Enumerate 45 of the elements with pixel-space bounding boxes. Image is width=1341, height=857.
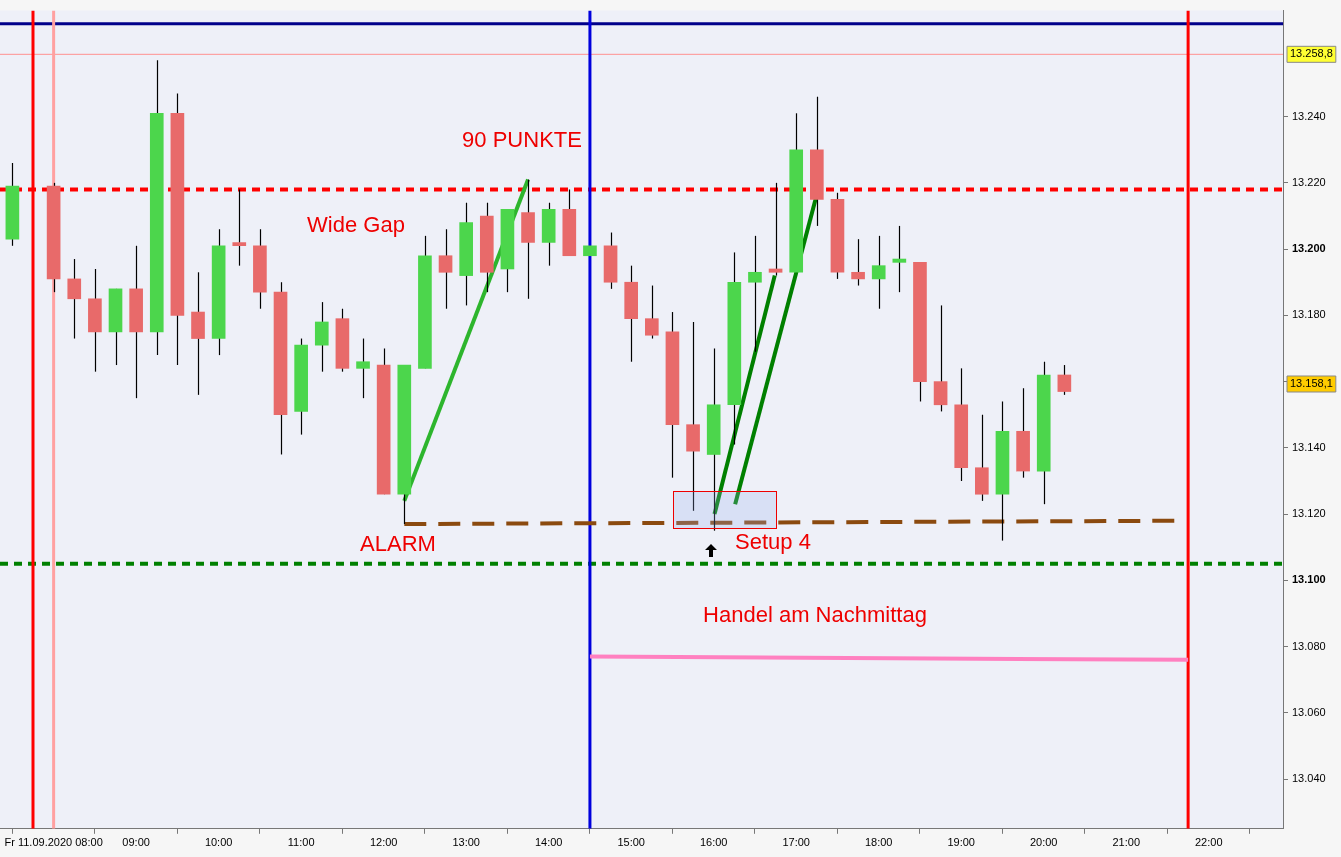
candlestick (748, 235, 762, 353)
candlestick (644, 284, 659, 340)
x-tick-label: 22:00 (1194, 836, 1223, 849)
candlestick (851, 238, 865, 287)
y-tick-label: 13.140 (1292, 440, 1326, 453)
y-tick-label: 13.040 (1292, 772, 1326, 785)
annotation: Setup 4 (735, 529, 811, 555)
annotation: Wide Gap (307, 212, 405, 238)
x-tick-label: 11:00 (287, 836, 315, 849)
candlestick (438, 228, 453, 310)
candlestick (892, 225, 907, 293)
ref-line-label: 13.258,8 (1290, 47, 1333, 60)
candlestick (933, 304, 948, 413)
annotation: Handel am Nachmittag (703, 602, 927, 628)
x-tick-label: 21:00 (1112, 836, 1140, 849)
x-tick-label: 19:00 (947, 836, 975, 849)
text: 13.158,1 (1290, 377, 1333, 390)
candlestick (67, 258, 82, 340)
y-tick-label: 13.060 (1292, 705, 1326, 718)
y-tick-label: 13.240 (1292, 109, 1326, 122)
x-tick-label: 16:00 (699, 836, 728, 849)
x-tick-label: 12:00 (369, 836, 398, 849)
x-tick-label: 20:00 (1029, 836, 1058, 849)
candlestick (232, 188, 247, 267)
candlestick (768, 182, 783, 277)
x-tick-label: 18:00 (864, 836, 893, 849)
y-tick-label: 13.120 (1292, 507, 1326, 520)
candlestick (314, 301, 329, 373)
candlestick (1057, 364, 1072, 396)
annotation: ALARM (360, 531, 436, 557)
x-tick-label: Fr 11.09.2020 08:00 (4, 836, 103, 849)
y-tick-label: 13.080 (1292, 639, 1326, 652)
candlestick (871, 235, 886, 310)
x-tick-label: 13:00 (452, 836, 480, 849)
y-tick-label: 13.180 (1292, 308, 1326, 321)
candlestick (356, 337, 370, 399)
annotation: 90 PUNKTE (462, 127, 582, 153)
x-tick-label: 09:00 (122, 836, 150, 849)
y-tick-label: 13.200 (1292, 242, 1326, 255)
x-tick-label: 10:00 (204, 836, 233, 849)
x-tick-label: 15:00 (617, 836, 645, 849)
y-tick-label: 13.220 (1292, 175, 1326, 188)
x-tick-label: 17:00 (782, 836, 810, 849)
y-tick-label: 13.100 (1292, 573, 1326, 586)
x-tick-label: 14:00 (534, 836, 563, 849)
